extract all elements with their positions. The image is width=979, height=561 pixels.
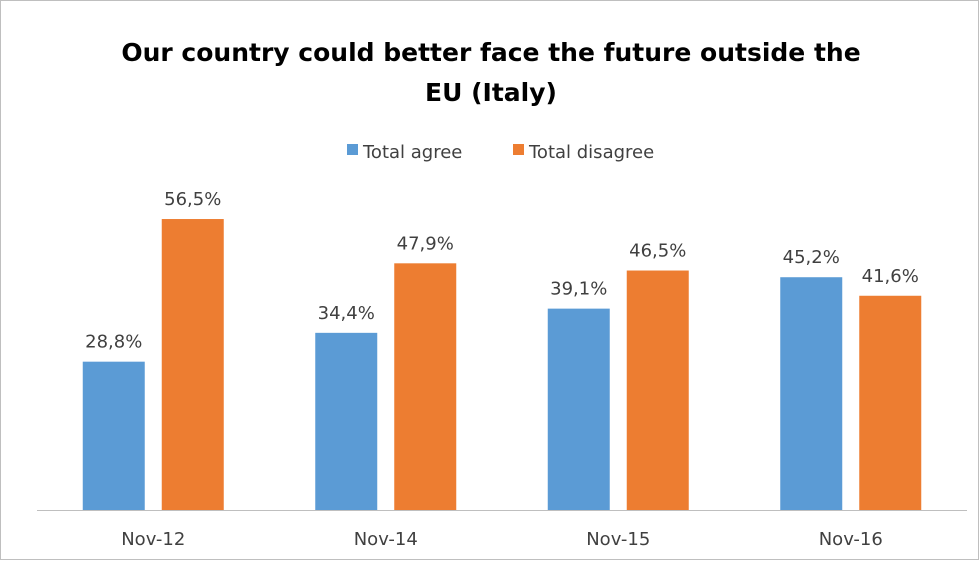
- data-label-total-disagree-nov-15: 46,5%: [629, 241, 686, 262]
- x-tick-label-nov-12: Nov-12: [121, 529, 185, 550]
- bars: [82, 219, 922, 510]
- x-axis-tick-labels: Nov-12 Nov-14 Nov-15 Nov-16: [121, 529, 883, 550]
- chart-title-line-2: EU (Italy): [425, 78, 557, 107]
- x-tick-label-nov-15: Nov-15: [586, 529, 650, 550]
- bar-total-disagree-nov-12: [161, 219, 224, 510]
- legend: Total agree Total disagree: [347, 142, 654, 163]
- bar-total-agree-nov-15: [547, 308, 610, 510]
- legend-label-total-disagree: Total disagree: [528, 142, 654, 163]
- data-labels: 28,8% 56,5% 34,4% 47,9% 39,1% 46,5% 45,2% 41,6%: [85, 189, 919, 353]
- bar-total-agree-nov-16: [780, 277, 843, 510]
- x-tick-label-nov-16: Nov-16: [819, 529, 883, 550]
- bar-total-disagree-nov-16: [859, 295, 922, 510]
- bar-total-disagree-nov-15: [626, 270, 689, 510]
- bar-total-agree-nov-12: [82, 361, 145, 510]
- legend-swatch-total-disagree: [513, 144, 524, 155]
- data-label-total-agree-nov-12: 28,8%: [85, 332, 142, 353]
- data-label-total-disagree-nov-14: 47,9%: [397, 233, 454, 254]
- bar-total-agree-nov-14: [315, 332, 378, 510]
- data-label-total-agree-nov-15: 39,1%: [550, 279, 607, 300]
- legend-label-total-agree: Total agree: [362, 142, 462, 163]
- bar-total-disagree-nov-14: [394, 263, 457, 510]
- data-label-total-agree-nov-16: 45,2%: [783, 247, 840, 268]
- data-label-total-disagree-nov-16: 41,6%: [862, 266, 919, 287]
- chart-title-line-1: Our country could better face the future…: [121, 38, 860, 67]
- data-label-total-agree-nov-14: 34,4%: [318, 303, 375, 324]
- data-label-total-disagree-nov-12: 56,5%: [164, 189, 221, 210]
- legend-swatch-total-agree: [347, 144, 358, 155]
- x-tick-label-nov-14: Nov-14: [354, 529, 418, 550]
